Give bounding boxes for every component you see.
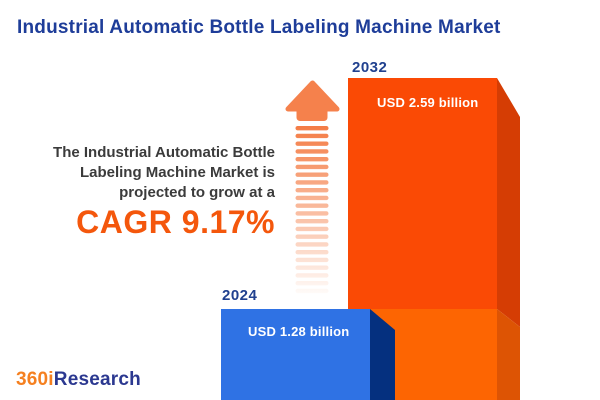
logo: 360iResearch — [16, 369, 141, 391]
bar-2032 — [348, 78, 520, 400]
bar-2024 — [221, 309, 395, 400]
value-label-2032: USD 2.59 billion — [377, 95, 479, 110]
year-label-2032: 2032 — [352, 59, 388, 76]
growth-description: The Industrial Automatic Bottle Labeling… — [25, 143, 275, 240]
logo-360i: 360i — [16, 369, 54, 390]
year-label-2024: 2024 — [222, 287, 258, 304]
arrow-stripes — [295, 126, 329, 294]
growth-description-text: The Industrial Automatic Bottle Labeling… — [53, 144, 275, 201]
value-label-2024: USD 1.28 billion — [248, 324, 350, 339]
cagr-value: CAGR 9.17% — [76, 204, 275, 240]
chart-title: Industrial Automatic Bottle Labeling Mac… — [17, 17, 501, 38]
logo-research: Research — [53, 369, 141, 390]
growth-arrow-icon — [285, 80, 340, 294]
